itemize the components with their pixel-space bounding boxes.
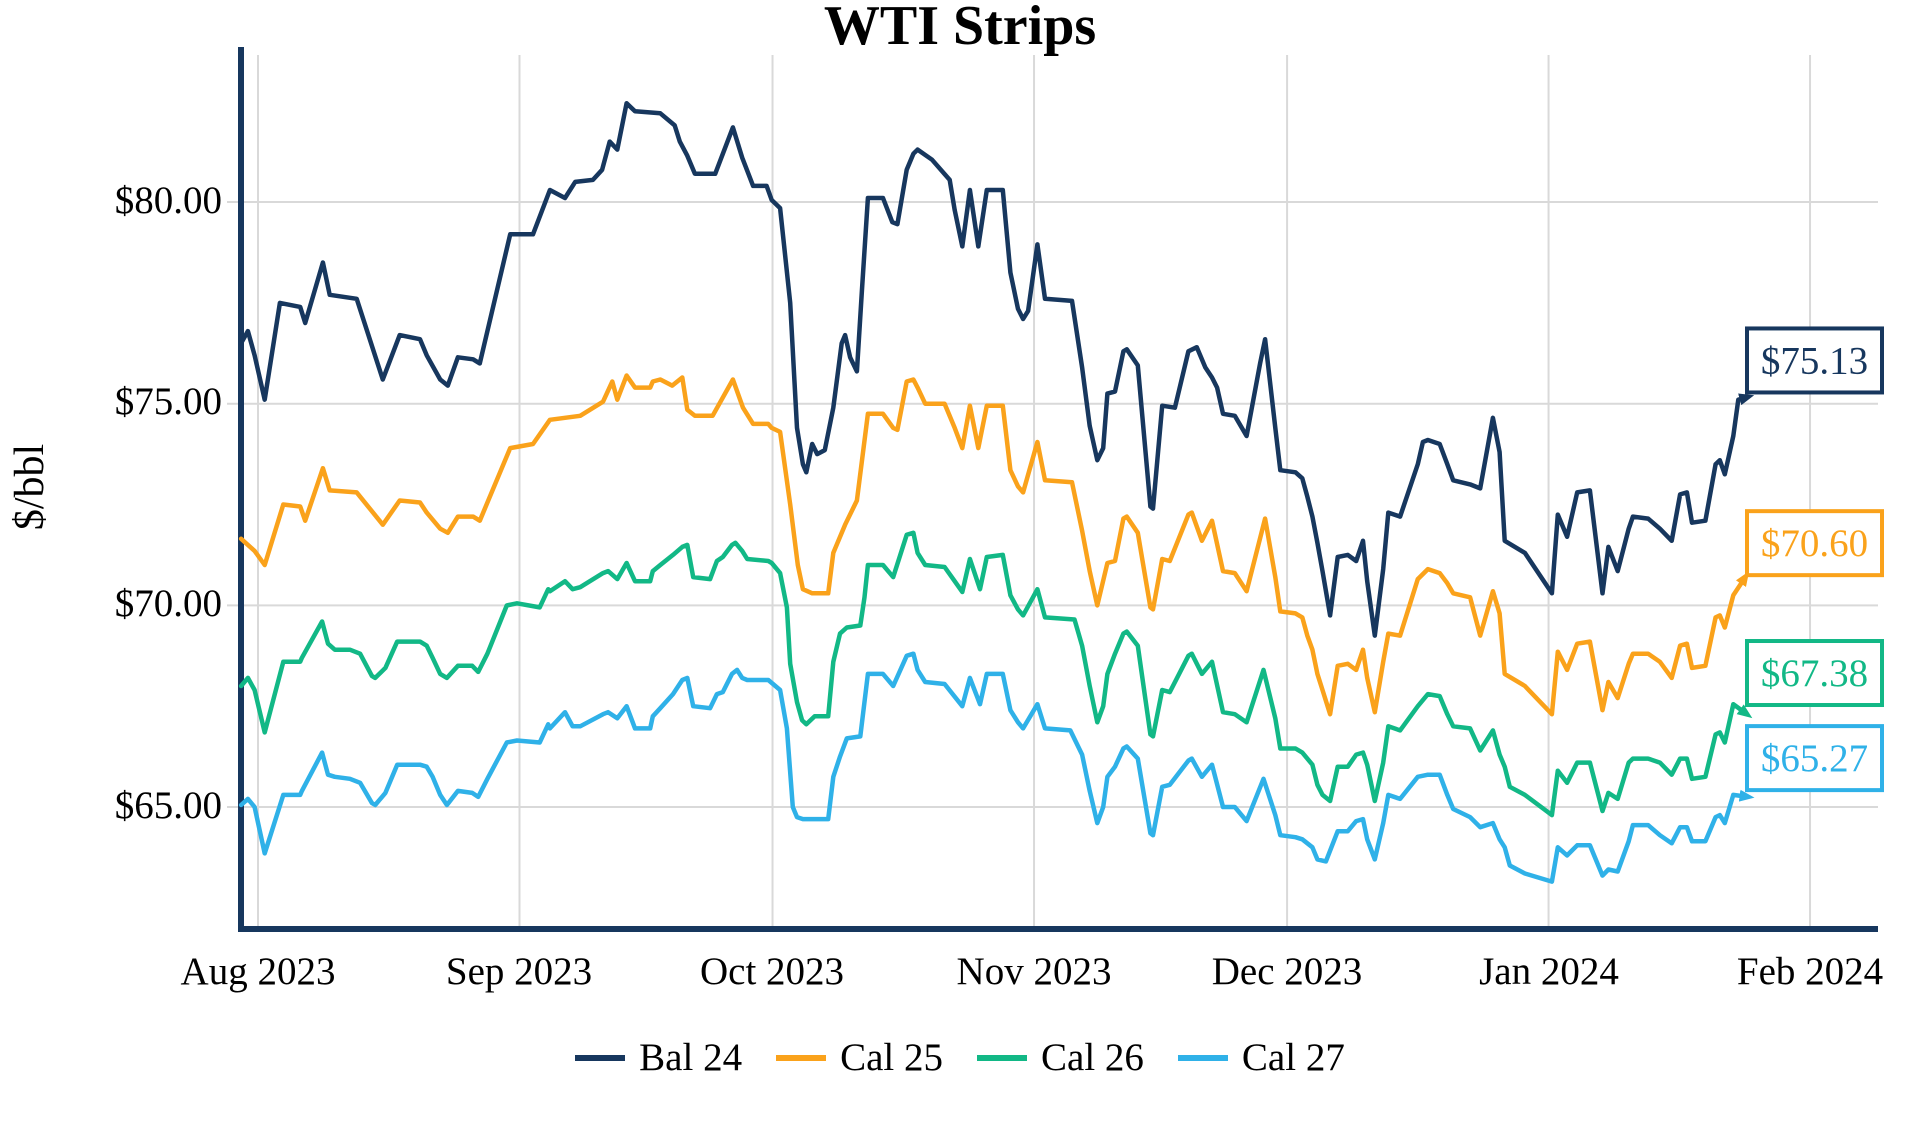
end-label-text: $65.27 [1761,737,1868,780]
legend-label: Cal 27 [1241,1036,1345,1079]
cal-27-line-swatch-icon [1177,1054,1228,1061]
series-line-cal-26 [238,530,1753,818]
end-label-box [1745,509,1884,578]
end-label-box [1745,326,1884,395]
x-tick-feb-2024: Feb 2024 [1736,950,1884,993]
x-tick-oct-2023: Oct 2023 [699,950,845,993]
end-label-box [1745,724,1884,793]
legend-item-bal-24: Bal 24 [575,1038,742,1077]
end-label-text: $75.13 [1761,339,1868,382]
y-tick-75: $75.00 [114,379,222,423]
legend-label: Bal 24 [639,1036,743,1079]
y-tick-80: $80.00 [114,178,222,222]
series-line-bal-24 [238,100,1755,638]
cal-25-line-swatch-icon [776,1054,827,1061]
legend-item-cal-27: Cal 27 [1177,1036,1345,1079]
x-tick-aug-2023: Aug 2023 [180,950,336,993]
end-label-text: $67.38 [1761,652,1868,695]
end-label-text: $70.60 [1761,522,1868,565]
y-tick-65: $65.00 [114,783,222,827]
series-line-cal-27 [238,651,1755,884]
x-tick-sep-2023: Sep 2023 [445,950,593,993]
legend: Bal 24 Cal 25 Cal 26 Cal 27 [0,1038,1920,1077]
legend-item-cal-25: Cal 25 [776,1038,943,1077]
chart-title: WTI Strips [823,0,1097,57]
legend-item-cal-26: Cal 26 [977,1038,1144,1077]
legend-label: Cal 26 [1041,1036,1144,1079]
legend-label: Cal 25 [840,1036,943,1079]
y-tick-70: $70.00 [114,581,222,625]
end-label-box [1745,639,1884,708]
x-tick-nov-2023: Nov 2023 [956,950,1112,993]
series-line-cal-25 [238,373,1750,717]
cal-26-line-swatch-icon [977,1054,1027,1061]
y-axis-label: $/bbl [7,443,53,531]
x-tick-jan-2024: Jan 2024 [1479,950,1619,993]
x-tick-dec-2023: Dec 2023 [1211,950,1363,993]
bal-24-line-swatch-icon [575,1054,626,1061]
